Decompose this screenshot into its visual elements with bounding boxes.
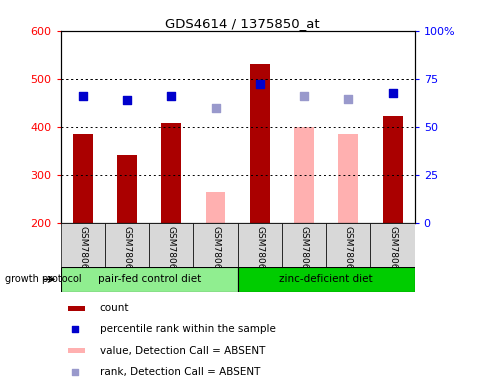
Bar [249, 65, 269, 223]
Text: GSM780662: GSM780662 [343, 226, 352, 281]
Bar [68, 348, 85, 353]
Text: GSM780661: GSM780661 [299, 226, 308, 281]
Point [79, 93, 87, 99]
Bar [382, 116, 402, 223]
Bar [161, 123, 181, 223]
Bar [149, 223, 193, 267]
Text: zinc-deficient diet: zinc-deficient diet [279, 274, 372, 285]
Bar [281, 223, 326, 267]
Bar [338, 134, 358, 223]
Bar [237, 267, 414, 292]
Text: GSM780656: GSM780656 [78, 226, 87, 281]
Bar [73, 134, 92, 223]
Point [300, 93, 307, 99]
Text: GSM780660: GSM780660 [255, 226, 264, 281]
Bar [105, 223, 149, 267]
Text: GSM780657: GSM780657 [122, 226, 131, 281]
Text: GDS4614 / 1375850_at: GDS4614 / 1375850_at [165, 17, 319, 30]
Bar [68, 306, 85, 311]
Text: GSM780658: GSM780658 [166, 226, 175, 281]
Text: rank, Detection Call = ABSENT: rank, Detection Call = ABSENT [99, 367, 259, 377]
Text: pair-fed control diet: pair-fed control diet [97, 274, 200, 285]
Bar [205, 192, 225, 223]
Point [72, 326, 79, 333]
Point [211, 104, 219, 111]
Bar [117, 155, 136, 223]
Text: GSM780663: GSM780663 [387, 226, 396, 281]
Bar [60, 267, 237, 292]
Text: count: count [99, 303, 129, 313]
Point [123, 97, 131, 103]
Point [256, 81, 263, 88]
Point [72, 369, 79, 375]
Point [388, 90, 395, 96]
Point [167, 93, 175, 99]
Bar [60, 223, 105, 267]
Point [344, 96, 351, 103]
Bar [325, 223, 370, 267]
Text: percentile rank within the sample: percentile rank within the sample [99, 324, 275, 334]
Text: value, Detection Call = ABSENT: value, Detection Call = ABSENT [99, 346, 264, 356]
Text: growth protocol: growth protocol [5, 274, 81, 285]
Bar [237, 223, 281, 267]
Bar [370, 223, 414, 267]
Bar [193, 223, 237, 267]
Text: GSM780659: GSM780659 [211, 226, 220, 281]
Bar [293, 127, 313, 223]
